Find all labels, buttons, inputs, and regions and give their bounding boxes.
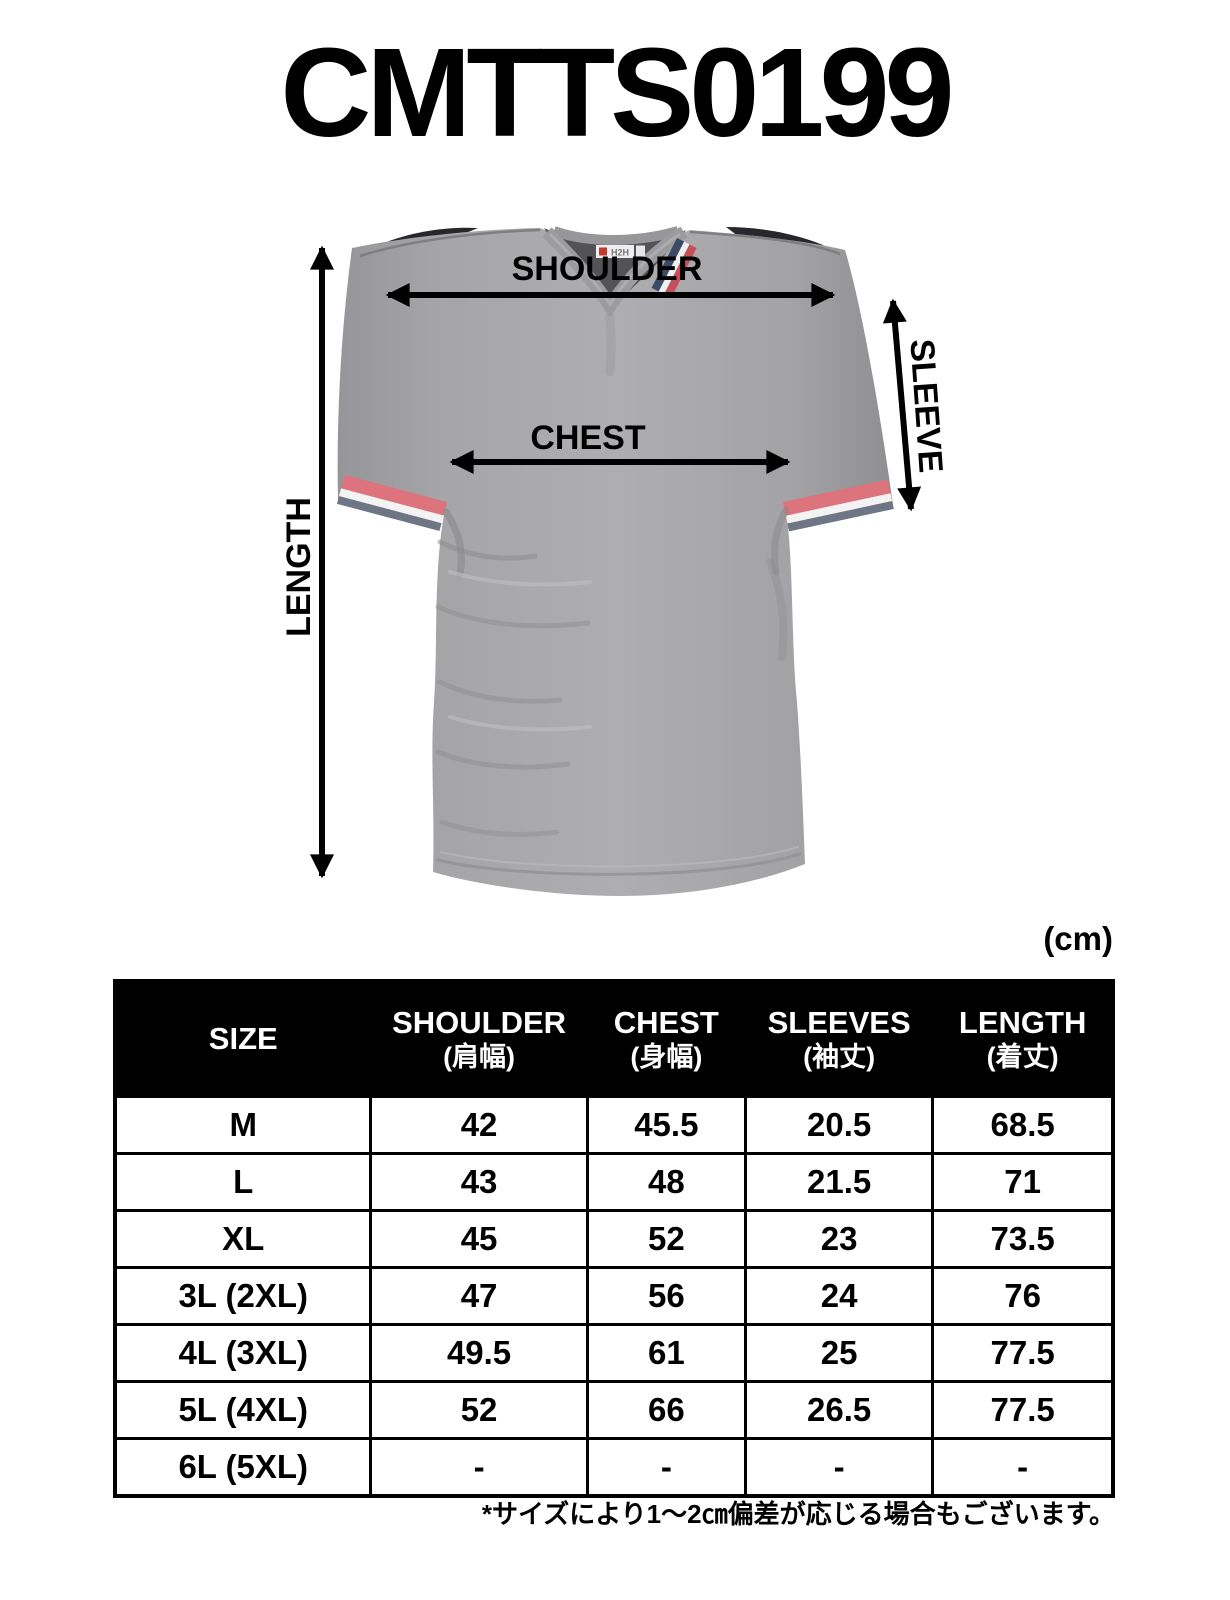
fabric-wrinkles [435,312,802,876]
size-cell: 4L (3XL) [113,1323,373,1383]
chest-cell: - [585,1437,748,1498]
size-row-3l: 3L (2XL) 47 56 24 76 [113,1266,1115,1326]
length-cell: - [931,1437,1115,1498]
length-measure-label: LENGTH [280,497,318,637]
length-cell: 77.5 [931,1323,1115,1383]
size-row-m: M 42 45.5 20.5 68.5 [113,1095,1115,1155]
size-row-4l: 4L (3XL) 49.5 61 25 77.5 [113,1323,1115,1383]
sleeve-arrow [882,298,922,512]
care-tab [636,245,645,258]
cuff-trim-left [336,474,448,531]
chest-cell: 66 [585,1380,748,1440]
col-label-sleeves-jp: (袖丈) [803,1041,876,1072]
length-cell: 76 [931,1266,1115,1326]
size-cell: XL [113,1209,373,1269]
sleeves-cell: - [744,1437,935,1498]
col-label-chest-jp: (身幅) [630,1041,703,1072]
chest-measure-label: CHEST [530,419,646,457]
shoulder-cell: 52 [369,1380,589,1440]
unit-label: (cm) [1043,920,1113,957]
sleeves-cell: 24 [744,1266,935,1326]
chest-cell: 45.5 [585,1095,748,1155]
size-cell: L [113,1152,373,1212]
size-cell: 5L (4XL) [113,1380,373,1440]
chest-cell: 52 [585,1209,748,1269]
sleeves-cell: 23 [744,1209,935,1269]
size-chart: SIZE SHOULDER (肩幅) CHEST (身幅) SLEEVES (袖丈) … [113,979,1115,1498]
col-header-chest: CHEST (身幅) [585,979,748,1098]
measurement-arrows [310,245,922,879]
sleeves-cell: 21.5 [744,1152,935,1212]
size-chart-table: SIZE SHOULDER (肩幅) CHEST (身幅) SLEEVES (袖丈) … [113,979,1115,1498]
shoulder-seam-left [359,228,541,258]
chest-cell: 61 [585,1323,748,1383]
sleeves-cell: 25 [744,1323,935,1383]
tshirt-image: H2H [336,226,894,896]
shoulder-cell: 42 [369,1095,589,1155]
col-label-length-en: LENGTH [958,1004,1087,1040]
shoulder-seam-right [689,230,841,256]
size-cell: M [113,1095,373,1155]
sleeves-cell: 20.5 [744,1095,935,1155]
length-cell: 71 [931,1152,1115,1212]
chest-cell: 56 [585,1266,748,1326]
header-row: SIZE SHOULDER (肩幅) CHEST (身幅) SLEEVES (袖丈) … [113,979,1115,1098]
col-label-sleeves-en: SLEEVES [767,1004,911,1040]
shoulder-cell: 43 [369,1152,589,1212]
tshirt-body [337,228,893,896]
size-cell: 3L (2XL) [113,1266,373,1326]
shoulder-cell: 47 [369,1266,589,1326]
size-row-5l: 5L (4XL) 52 66 26.5 77.5 [113,1380,1115,1440]
brand-logo-icon [599,247,607,256]
size-row-xl: XL 45 52 23 73.5 [113,1209,1115,1269]
col-label-size: SIZE [208,1021,278,1057]
col-header-size: SIZE [113,979,373,1098]
size-cell: 6L (5XL) [113,1437,373,1498]
product-code-title: CMTTS0199 [280,22,954,163]
col-header-length: LENGTH (着丈) [931,979,1115,1098]
chest-cell: 48 [585,1152,748,1212]
length-cell: 77.5 [931,1380,1115,1440]
length-cell: 68.5 [931,1095,1115,1155]
col-label-chest-en: CHEST [613,1004,719,1040]
col-label-length-jp: (着丈) [986,1041,1059,1072]
collar-back-band [552,226,680,245]
shoulder-cell: 45 [369,1209,589,1269]
col-label-shoulder-jp: (肩幅) [443,1041,516,1072]
col-header-shoulder: SHOULDER (肩幅) [369,979,589,1098]
length-cell: 73.5 [931,1209,1115,1269]
col-header-sleeves: SLEEVES (袖丈) [744,979,935,1098]
collar-inner [544,228,686,308]
brand-label-text: H2H [611,248,629,258]
sleeves-cell: 26.5 [744,1380,935,1440]
shoulder-cell: 49.5 [369,1323,589,1383]
size-deviation-footnote: *サイズにより1～2㎝偏差が応じる場合もございます。 [481,1499,1115,1529]
cuff-trim-right [782,479,894,532]
size-row-6l: 6L (5XL) - - - - [113,1437,1115,1498]
shoulder-cell: - [369,1437,589,1498]
shoulder-measure-label: SHOULDER [511,250,703,288]
size-row-l: L 43 48 21.5 71 [113,1152,1115,1212]
col-label-shoulder-en: SHOULDER [392,1004,567,1040]
